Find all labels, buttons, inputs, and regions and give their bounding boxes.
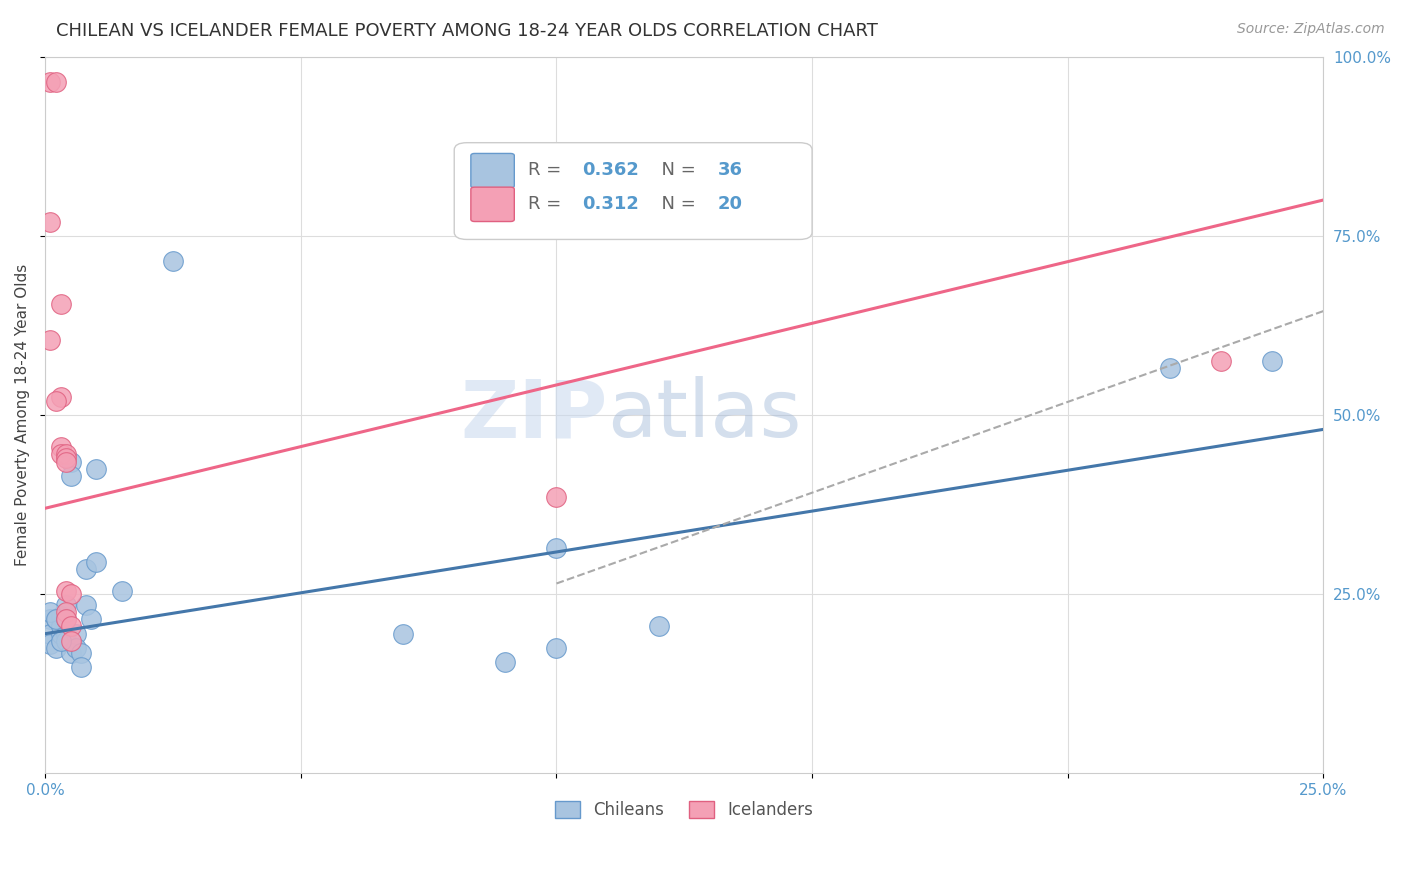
- Point: [59, 619, 82, 633]
- Point: [49, 448, 72, 462]
- Point: [49, 633, 72, 648]
- Point: [44, 75, 66, 89]
- Text: 0.312: 0.312: [582, 194, 638, 212]
- Text: Source: ZipAtlas.com: Source: ZipAtlas.com: [1237, 22, 1385, 37]
- Text: N =: N =: [650, 194, 702, 212]
- Point: [49, 626, 72, 640]
- Point: [1209, 354, 1232, 368]
- Point: [546, 541, 568, 555]
- Point: [55, 612, 77, 626]
- Text: CHILEAN VS ICELANDER FEMALE POVERTY AMONG 18-24 YEAR OLDS CORRELATION CHART: CHILEAN VS ICELANDER FEMALE POVERTY AMON…: [56, 22, 879, 40]
- Text: R =: R =: [529, 161, 568, 179]
- Point: [55, 633, 77, 648]
- Point: [39, 75, 62, 89]
- Point: [55, 605, 77, 619]
- Point: [546, 640, 568, 655]
- Text: ZIP: ZIP: [460, 376, 607, 454]
- Point: [70, 660, 93, 674]
- Point: [80, 612, 103, 626]
- Text: atlas: atlas: [607, 376, 801, 454]
- Point: [44, 640, 66, 655]
- Point: [55, 448, 77, 462]
- Point: [39, 333, 62, 347]
- Point: [75, 598, 97, 612]
- Point: [59, 469, 82, 483]
- Point: [494, 656, 516, 670]
- Point: [59, 455, 82, 469]
- Point: [392, 626, 415, 640]
- Point: [49, 297, 72, 311]
- Point: [49, 390, 72, 404]
- Point: [44, 612, 66, 626]
- Text: N =: N =: [650, 161, 702, 179]
- Point: [1261, 354, 1284, 368]
- Point: [39, 626, 62, 640]
- Point: [55, 583, 77, 598]
- Point: [59, 633, 82, 648]
- Point: [39, 605, 62, 619]
- Point: [44, 612, 66, 626]
- Point: [59, 587, 82, 601]
- FancyBboxPatch shape: [471, 187, 515, 221]
- Point: [49, 608, 72, 623]
- FancyBboxPatch shape: [471, 153, 515, 188]
- Point: [49, 440, 72, 454]
- Text: R =: R =: [529, 194, 568, 212]
- Point: [55, 612, 77, 626]
- Point: [86, 462, 108, 476]
- FancyBboxPatch shape: [454, 143, 813, 239]
- Point: [70, 646, 93, 660]
- Point: [59, 646, 82, 660]
- Point: [55, 598, 77, 612]
- Text: 36: 36: [717, 161, 742, 179]
- Point: [65, 640, 87, 655]
- Point: [65, 626, 87, 640]
- Y-axis label: Female Poverty Among 18-24 Year Olds: Female Poverty Among 18-24 Year Olds: [15, 264, 30, 566]
- Point: [86, 555, 108, 569]
- Point: [648, 619, 671, 633]
- Point: [44, 393, 66, 408]
- Point: [39, 637, 62, 651]
- Point: [546, 491, 568, 505]
- Point: [111, 583, 134, 598]
- Point: [39, 214, 62, 228]
- Point: [162, 254, 184, 268]
- Point: [55, 626, 77, 640]
- Point: [39, 612, 62, 626]
- Point: [55, 455, 77, 469]
- Text: 20: 20: [717, 194, 742, 212]
- Point: [1159, 361, 1181, 376]
- Point: [49, 619, 72, 633]
- Point: [75, 562, 97, 576]
- Legend: Chileans, Icelanders: Chileans, Icelanders: [548, 795, 820, 826]
- Point: [55, 451, 77, 466]
- Text: 0.362: 0.362: [582, 161, 638, 179]
